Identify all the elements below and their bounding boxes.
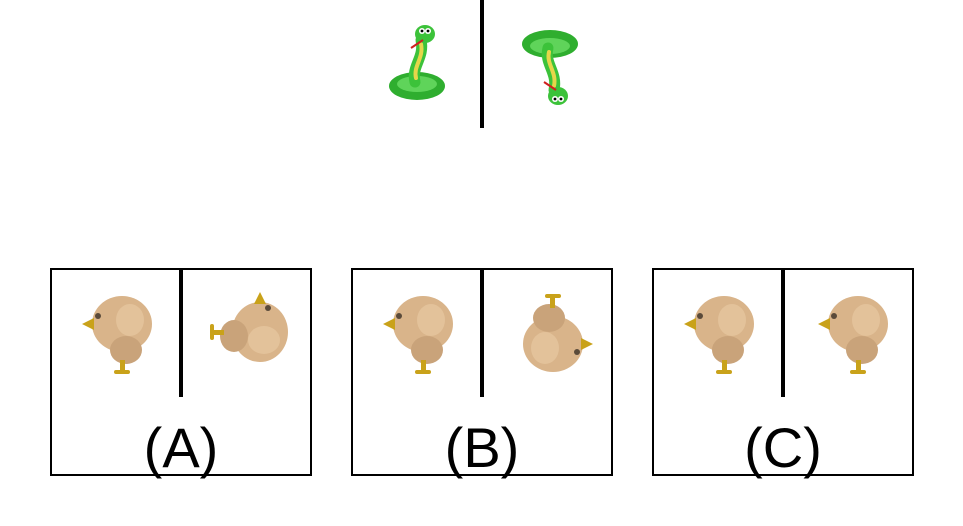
bird-upside-down-icon <box>523 294 593 372</box>
option-b-label: (B) <box>444 416 520 479</box>
option-a-panel[interactable]: (A) <box>50 268 312 479</box>
green-snake-rotated-icon <box>522 30 578 105</box>
prompt-divider <box>480 0 484 128</box>
prompt-pair <box>370 0 600 128</box>
bird-rotated-sideways-icon <box>210 292 288 362</box>
green-snake-icon <box>389 25 445 100</box>
bird-icon <box>818 296 888 374</box>
option-a-divider <box>179 270 183 397</box>
option-a-label: (A) <box>143 416 219 479</box>
bird-icon <box>684 296 754 374</box>
option-b-panel[interactable]: (B) <box>351 268 613 479</box>
option-b-divider <box>480 270 484 397</box>
option-c-label: (C) <box>744 416 822 479</box>
option-c-panel[interactable]: (C) <box>652 268 914 479</box>
bird-icon <box>383 296 453 374</box>
option-c-divider <box>781 270 785 397</box>
bird-icon <box>82 296 152 374</box>
